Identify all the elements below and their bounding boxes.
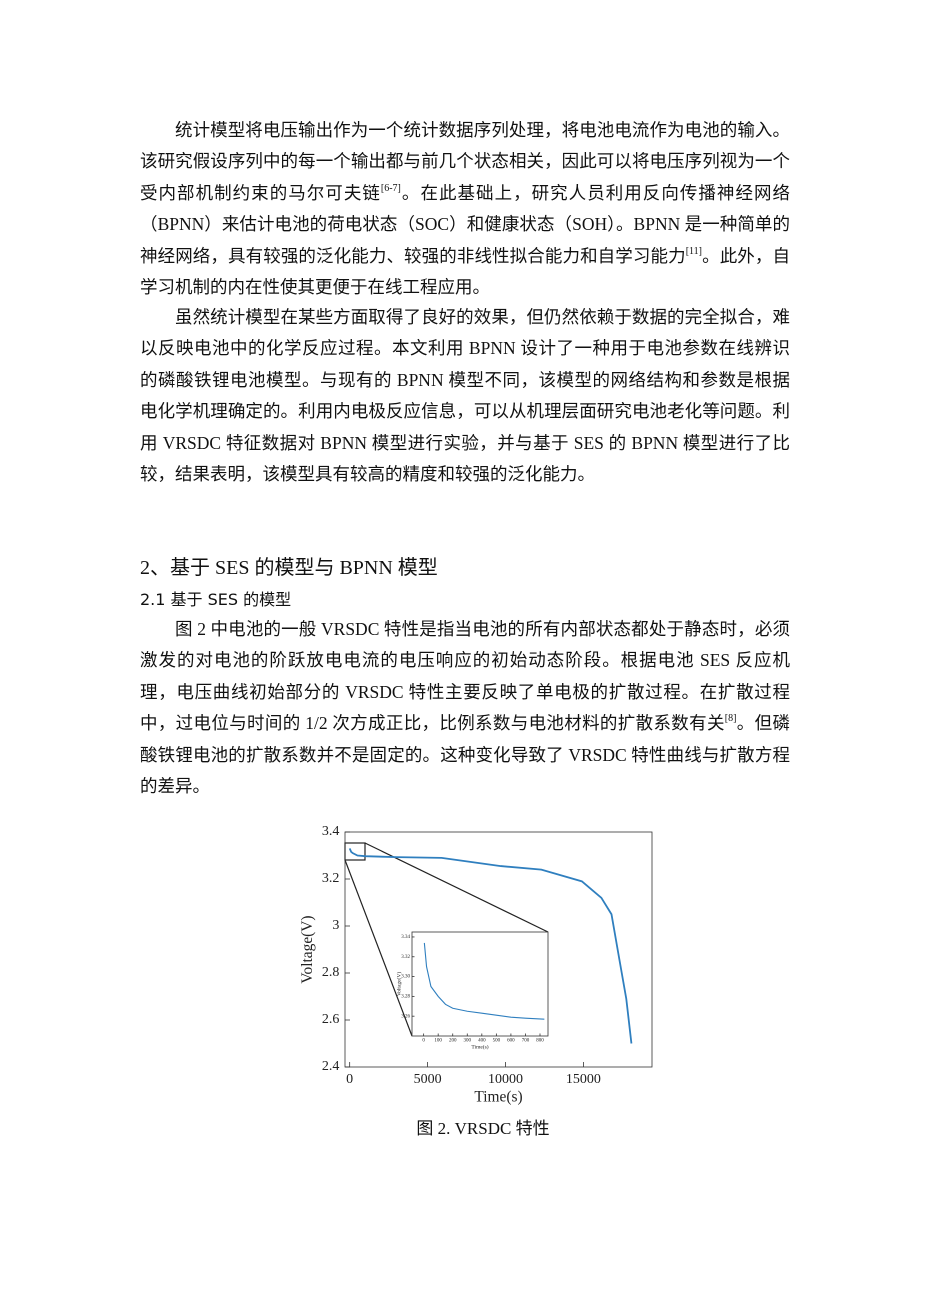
text: 。但磷酸铁锂电池的扩散系数并不是固定的。这种变化导致了 VRSDC 特性曲线与扩… [140, 713, 790, 797]
citation: [6-7] [380, 182, 401, 194]
y-tick-label: 3.28 [401, 995, 410, 1000]
text: 。此外，自学习机制的内在性使其更便于在线工程应用。 [140, 245, 790, 298]
x-tick-label: 15000 [566, 1072, 601, 1087]
text: 统计模型将电压输出作为一个统计数据序列处理，将电池电流作为电池的输入。该研究假设… [140, 120, 790, 203]
x-tick-label: 100 [434, 1039, 442, 1044]
citation: [8] [724, 713, 737, 725]
figure-caption: 图 2. VRSDC 特性 [416, 1119, 550, 1138]
y-axis-label: Voltage(V) [299, 915, 316, 983]
y-tick-label: 3.2 [322, 871, 340, 886]
x-tick-label: 400 [478, 1039, 486, 1044]
x-tick-label: 0 [346, 1072, 353, 1087]
y-tick-label: 2.6 [322, 1012, 340, 1027]
text: 。在此基础上，研究人员利用反向传播神经网络（BPNN）来估计电池的荷电状态（SO… [140, 182, 791, 266]
y-tick-label: 3.34 [401, 935, 410, 940]
plot-area [411, 931, 549, 1037]
citation: [11] [685, 245, 702, 257]
zoom-box [344, 842, 366, 861]
y-tick-label: 2.8 [322, 965, 340, 980]
y-tick-label: 3.32 [401, 955, 410, 960]
x-tick-label: 0 [422, 1039, 425, 1044]
x-tick-label: 200 [449, 1039, 457, 1044]
paragraph: 统计模型将电压输出作为一个统计数据序列处理，将电池电流作为电池的输入。该研究假设… [140, 115, 790, 303]
y-tick-label: 3.26 [401, 1014, 410, 1019]
x-tick-label: 300 [464, 1039, 472, 1044]
paragraph: 虽然统计模型在某些方面取得了良好的效果，但仍然依赖于数据的完全拟合，难以反映电池… [140, 302, 790, 490]
text: 虽然统计模型在某些方面取得了良好的效果，但仍然依赖于数据的完全拟合，难以反映电池… [140, 307, 790, 485]
paragraph: 图 2 中电池的一般 VRSDC 特性是指当电池的所有内部状态都处于静态时，必须… [140, 614, 790, 802]
x-tick-label: 5000 [414, 1072, 442, 1087]
x-tick-label: 10000 [488, 1072, 523, 1087]
subsection-heading: 2.1 基于 SES 的模型 [140, 590, 292, 609]
data-line [348, 848, 633, 1044]
x-axis-label: Time(s) [474, 1088, 522, 1105]
y-axis-label: Voltage(V) [395, 972, 402, 997]
y-tick-label: 3 [332, 918, 339, 933]
y-tick-label: 3.30 [401, 975, 410, 980]
x-tick-label: 500 [493, 1039, 501, 1044]
x-axis-label: Time(s) [471, 1043, 488, 1050]
data-line [423, 942, 545, 1020]
plot-area [344, 831, 653, 1068]
x-tick-label: 600 [507, 1039, 515, 1044]
text: 图 2 中电池的一般 VRSDC 特性是指当电池的所有内部状态都处于静态时，必须… [140, 619, 790, 734]
y-tick-label: 3.4 [322, 824, 340, 839]
x-tick-label: 700 [522, 1039, 530, 1044]
zoom-connector [344, 859, 413, 1037]
x-tick-label: 800 [536, 1039, 544, 1044]
y-tick-label: 2.4 [322, 1059, 340, 1074]
section-heading: 2、基于 SES 的模型与 BPNN 模型 [140, 557, 438, 579]
